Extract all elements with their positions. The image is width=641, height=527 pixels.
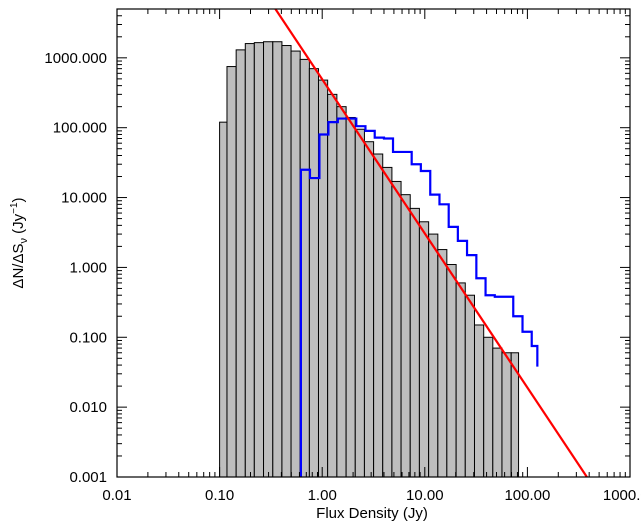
histogram-bar-10 [308, 68, 319, 477]
x-tick-label: 100.00 [504, 487, 550, 504]
y-tick-label: 100.000 [53, 120, 107, 137]
histogram-bar-24 [437, 249, 448, 477]
histogram-bar-16 [363, 141, 375, 477]
y-tick-label: 0.010 [69, 399, 107, 416]
tick-labels: 0.01 0.10 1.00 10.00 100.00 1000.00 0.001 0.010… [44, 50, 641, 504]
histogram-bar-6 [272, 41, 283, 477]
step-series-line [299, 117, 539, 477]
histogram-bar-26 [455, 282, 466, 477]
step-series [299, 117, 539, 477]
axis-ticks [116, 8, 631, 478]
histogram-bar-25 [446, 264, 457, 477]
histogram-bar-20 [400, 194, 411, 477]
histogram-bar-30 [492, 347, 503, 477]
x-axis-title: Flux Density (Jy) [316, 505, 428, 522]
y-tick-label: 0.001 [69, 469, 107, 486]
x-tick-label: 0.10 [205, 487, 234, 504]
x-tick-label: 1.00 [308, 487, 337, 504]
histogram-bar-3 [244, 43, 255, 477]
histogram-bar-19 [391, 180, 402, 477]
histogram-bar-29 [483, 336, 494, 477]
histogram-bar-7 [281, 45, 292, 477]
histogram-bar-28 [473, 324, 485, 477]
fit-line [274, 9, 588, 477]
histogram-bar-1 [226, 66, 237, 477]
histogram-bar-0 [219, 121, 228, 477]
x-tick-label: 0.01 [102, 487, 131, 504]
y-axis-title: ΔN/ΔSν (Jy−1) [9, 197, 30, 288]
histogram-bar-2 [235, 49, 246, 477]
histogram-bar-23 [428, 233, 439, 477]
histogram-bar-18 [382, 166, 393, 477]
histogram-bar-14 [345, 116, 356, 477]
histogram-bar-22 [418, 221, 430, 477]
histogram-bar-21 [409, 207, 420, 477]
plot-frame [116, 8, 631, 478]
histogram-bars [219, 41, 520, 477]
y-tick-label: 0.100 [69, 329, 107, 346]
y-tick-label: 10.000 [61, 190, 107, 207]
histogram-bar-27 [464, 294, 475, 477]
histogram-bar-4 [253, 42, 265, 477]
y-tick-label: 1.000 [69, 259, 107, 276]
histogram-bar-5 [263, 41, 274, 477]
x-tick-label: 10.00 [406, 487, 444, 504]
histogram-bar-8 [290, 50, 301, 477]
histogram-bar-13 [336, 106, 347, 477]
histogram-bar-15 [354, 128, 365, 477]
fit-line-path [274, 9, 588, 477]
histogram-bar-31 [501, 352, 512, 477]
y-tick-label: 1000.000 [44, 50, 107, 67]
histogram-bar-17 [373, 153, 384, 477]
x-tick-label: 1000.00 [603, 487, 641, 504]
histogram-bar-12 [327, 93, 338, 477]
